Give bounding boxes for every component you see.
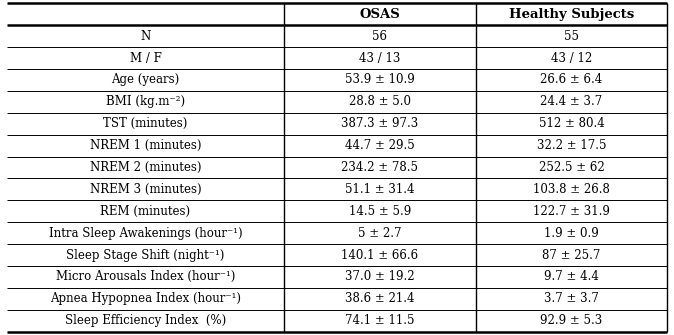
Text: 92.9 ± 5.3: 92.9 ± 5.3 — [541, 314, 603, 327]
Text: Intra Sleep Awakenings (hour⁻¹): Intra Sleep Awakenings (hour⁻¹) — [49, 227, 242, 240]
Text: NREM 3 (minutes): NREM 3 (minutes) — [90, 183, 202, 196]
Text: 43 / 12: 43 / 12 — [551, 52, 592, 65]
Text: Sleep Efficiency Index  (%): Sleep Efficiency Index (%) — [65, 314, 226, 327]
Text: Age (years): Age (years) — [111, 73, 179, 86]
Text: REM (minutes): REM (minutes) — [100, 205, 191, 218]
Text: 387.3 ± 97.3: 387.3 ± 97.3 — [341, 117, 419, 130]
Text: 43 / 13: 43 / 13 — [359, 52, 400, 65]
Text: Sleep Stage Shift (night⁻¹): Sleep Stage Shift (night⁻¹) — [66, 249, 224, 262]
Text: 24.4 ± 3.7: 24.4 ± 3.7 — [541, 95, 603, 108]
Text: BMI (kg.m⁻²): BMI (kg.m⁻²) — [106, 95, 185, 108]
Text: N: N — [140, 30, 150, 43]
Text: M / F: M / F — [129, 52, 161, 65]
Text: Apnea Hypopnea Index (hour⁻¹): Apnea Hypopnea Index (hour⁻¹) — [50, 292, 241, 305]
Text: 74.1 ± 11.5: 74.1 ± 11.5 — [345, 314, 415, 327]
Text: 38.6 ± 21.4: 38.6 ± 21.4 — [345, 292, 415, 305]
Text: 32.2 ± 17.5: 32.2 ± 17.5 — [537, 139, 606, 152]
Text: 28.8 ± 5.0: 28.8 ± 5.0 — [349, 95, 411, 108]
Text: 140.1 ± 66.6: 140.1 ± 66.6 — [341, 249, 419, 262]
Text: 234.2 ± 78.5: 234.2 ± 78.5 — [342, 161, 419, 174]
Text: 44.7 ± 29.5: 44.7 ± 29.5 — [345, 139, 415, 152]
Text: 512 ± 80.4: 512 ± 80.4 — [539, 117, 605, 130]
Text: 51.1 ± 31.4: 51.1 ± 31.4 — [345, 183, 415, 196]
Text: 122.7 ± 31.9: 122.7 ± 31.9 — [533, 205, 610, 218]
Text: 1.9 ± 0.9: 1.9 ± 0.9 — [544, 227, 599, 240]
Text: 37.0 ± 19.2: 37.0 ± 19.2 — [345, 270, 415, 283]
Text: 53.9 ± 10.9: 53.9 ± 10.9 — [345, 73, 415, 86]
Text: OSAS: OSAS — [359, 8, 400, 21]
Text: Micro Arousals Index (hour⁻¹): Micro Arousals Index (hour⁻¹) — [56, 270, 235, 283]
Text: 3.7 ± 3.7: 3.7 ± 3.7 — [544, 292, 599, 305]
Text: Healthy Subjects: Healthy Subjects — [509, 8, 634, 21]
Text: 5 ± 2.7: 5 ± 2.7 — [358, 227, 402, 240]
Text: 56: 56 — [373, 30, 388, 43]
Text: NREM 2 (minutes): NREM 2 (minutes) — [90, 161, 202, 174]
Text: 9.7 ± 4.4: 9.7 ± 4.4 — [544, 270, 599, 283]
Text: 26.6 ± 6.4: 26.6 ± 6.4 — [541, 73, 603, 86]
Text: 87 ± 25.7: 87 ± 25.7 — [543, 249, 601, 262]
Text: 103.8 ± 26.8: 103.8 ± 26.8 — [533, 183, 610, 196]
Text: NREM 1 (minutes): NREM 1 (minutes) — [90, 139, 202, 152]
Text: 252.5 ± 62: 252.5 ± 62 — [539, 161, 605, 174]
Text: TST (minutes): TST (minutes) — [103, 117, 187, 130]
Text: 14.5 ± 5.9: 14.5 ± 5.9 — [349, 205, 411, 218]
Text: 55: 55 — [564, 30, 579, 43]
